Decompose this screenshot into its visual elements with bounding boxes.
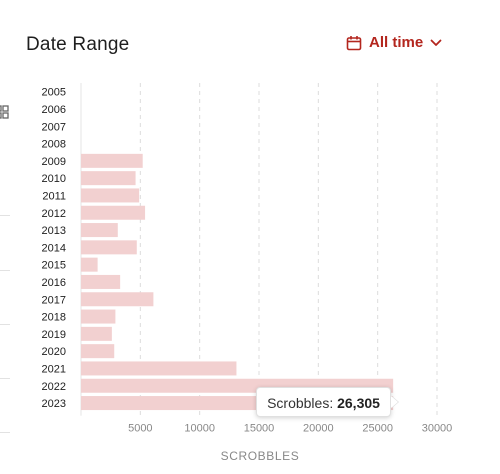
divider [0,378,10,379]
bar [81,240,137,255]
calendar-icon [346,35,362,51]
bar [81,153,143,168]
y-tick-label: 2016 [42,277,66,289]
bar [81,361,237,376]
y-tick-label: 2005 [42,87,66,99]
grid-view-icon[interactable] [0,105,10,124]
y-tick-label: 2020 [42,346,66,358]
bar [81,274,121,289]
y-tick-label: 2019 [42,329,66,341]
y-tick-label: 2018 [42,312,66,324]
y-tick-label: 2017 [42,294,66,306]
date-range-dropdown[interactable]: All time [346,34,442,51]
divider [0,215,10,216]
x-tick-label: 5000 [128,423,152,435]
bar [81,171,136,186]
y-tick-label: 2007 [42,121,66,133]
x-axis-title: SCROBBLES [221,449,300,463]
bar [81,292,154,307]
bar-tooltip: Scrobbles: 26,305 [256,387,391,417]
divider [0,432,10,433]
y-tick-label: 2009 [42,156,66,168]
bar [81,309,116,324]
divider [0,324,10,325]
tooltip-label: Scrobbles: [267,395,334,411]
page-title: Date Range [26,34,130,55]
x-tick-label: 15000 [244,423,275,435]
x-tick-label: 25000 [362,423,393,435]
chevron-down-icon [430,39,442,47]
y-tick-label: 2014 [42,242,66,254]
divider [0,270,10,271]
bar [81,223,118,238]
bar [81,344,115,359]
y-tick-label: 2010 [42,173,66,185]
bar [81,257,98,272]
y-tick-label: 2022 [42,381,66,393]
y-tick-label: 2023 [42,398,66,410]
x-tick-label: 10000 [184,423,215,435]
bar [81,205,146,220]
bar [81,326,112,341]
tooltip-value: 26,305 [337,395,380,411]
y-tick-label: 2013 [42,225,66,237]
y-tick-label: 2011 [42,190,66,202]
y-tick-label: 2015 [42,260,66,272]
y-tick-label: 2008 [42,139,66,151]
x-tick-label: 20000 [303,423,334,435]
tooltip-arrow [391,396,398,408]
y-tick-label: 2021 [42,363,66,375]
bar [81,188,140,203]
y-tick-label: 2006 [42,104,66,116]
y-tick-label: 2012 [42,208,66,220]
x-tick-label: 30000 [422,423,453,435]
date-range-label: All time [369,34,424,51]
